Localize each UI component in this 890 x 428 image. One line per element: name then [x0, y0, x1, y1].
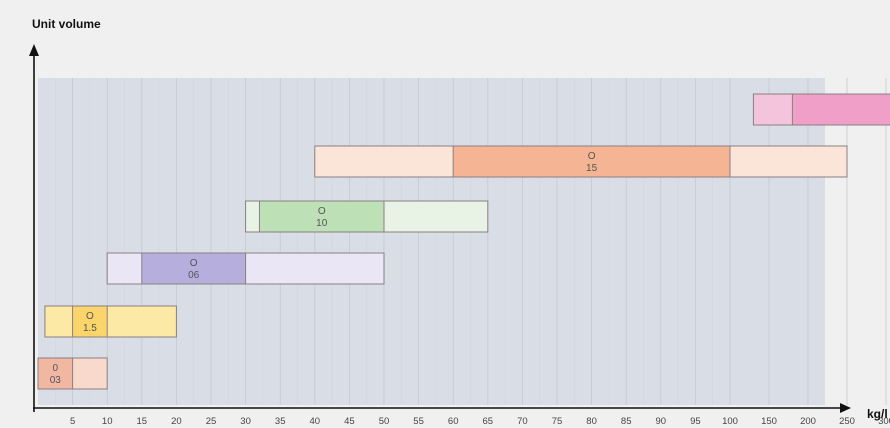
x-tick-label: 80: [586, 416, 597, 427]
bar-group: 003: [37, 357, 108, 390]
x-axis-arrow: [840, 403, 851, 413]
x-tick-label: 30: [240, 416, 251, 427]
x-tick-label: 5: [70, 416, 75, 427]
x-axis-label: kg/l: [867, 407, 888, 421]
x-tick-labels: 5 10 15 20 25 30 35 40 45 50 55 60 65 70 75 80 85 90 95 100…: [70, 416, 890, 427]
bar-marker: O: [190, 258, 198, 269]
bar-marker: 0: [53, 363, 59, 374]
x-tick-label: 150: [761, 416, 777, 427]
bar-label: 06: [188, 270, 200, 281]
x-tick-label: 50: [379, 416, 390, 427]
bar-marker: O: [588, 151, 596, 162]
bar-core: [452, 145, 731, 178]
x-tick-label: 250: [839, 416, 855, 427]
y-axis-arrow: [29, 44, 39, 56]
bar-label: 10: [316, 218, 328, 229]
bar-core: [258, 200, 385, 233]
plot-area: [38, 78, 825, 405]
x-tick-label: 85: [621, 416, 632, 427]
bar-group: O30: [752, 93, 890, 126]
bar-marker: O: [318, 206, 326, 217]
x-tick-label: 65: [483, 416, 494, 427]
x-tick-label: 70: [517, 416, 528, 427]
bar-group: O06: [106, 252, 385, 285]
gridlines: [55, 78, 887, 405]
bar-core: [72, 305, 108, 338]
x-tick-label: 10: [102, 416, 113, 427]
bar-marker: O: [86, 311, 94, 322]
x-tick-label: 75: [552, 416, 563, 427]
bar-label: 03: [50, 375, 62, 386]
x-tick-label: 35: [275, 416, 286, 427]
bar-core: [141, 252, 247, 285]
bar-group: O10: [245, 200, 489, 233]
bar-core: [37, 357, 74, 390]
bar-group: O15: [314, 145, 848, 178]
x-tick-label: 95: [690, 416, 701, 427]
bar-label: 1.5: [83, 323, 97, 334]
x-tick-label: 200: [800, 416, 816, 427]
y-axis-label: Unit volume: [32, 17, 101, 31]
bar-core: [791, 93, 890, 126]
x-tick-label: 20: [171, 416, 182, 427]
x-tick-label: 45: [344, 416, 355, 427]
x-tick-label: 90: [656, 416, 667, 427]
x-tick-label: 40: [310, 416, 321, 427]
x-tick-label: 60: [448, 416, 459, 427]
bar-range: [44, 305, 177, 338]
x-tick-label: 100: [722, 416, 738, 427]
bar-group: O1.5: [44, 305, 177, 338]
x-tick-label: 25: [206, 416, 217, 427]
x-tick-label: 55: [413, 416, 424, 427]
x-tick-label: 300: [878, 416, 890, 427]
x-tick-label: 15: [137, 416, 148, 427]
bar-label: 15: [586, 163, 598, 174]
